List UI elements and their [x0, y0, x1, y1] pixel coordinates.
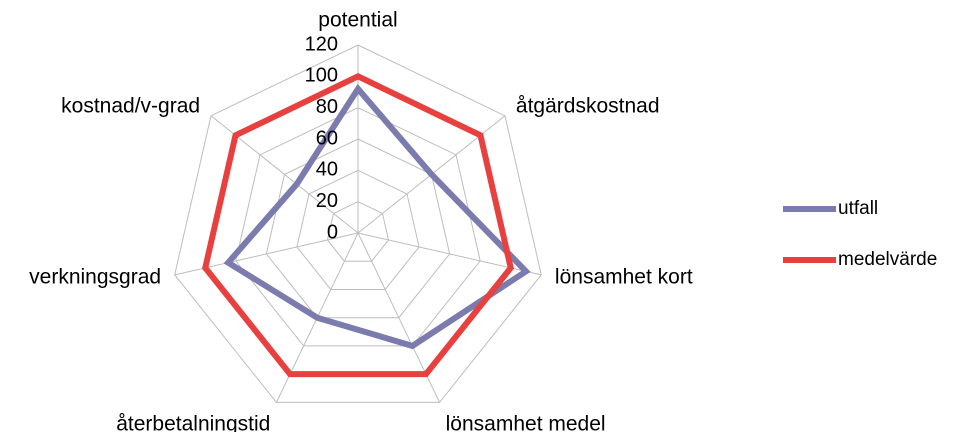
tick-label: 100: [305, 65, 338, 87]
series-line: [223, 83, 531, 350]
tick-label: 0: [327, 221, 338, 243]
category-label: verkningsgrad: [29, 265, 161, 288]
legend-label: medelvärde: [838, 249, 937, 270]
grid-ring: [296, 169, 420, 290]
legend-label: utfall: [838, 198, 878, 219]
category-label: återbetalningstid: [116, 413, 270, 432]
tick-label: 80: [316, 96, 338, 118]
grid-ring: [265, 138, 451, 319]
series-line: [202, 73, 514, 378]
grid-ring: [326, 201, 390, 262]
category-label: lönsamhet kort: [555, 265, 693, 288]
grid-ring: [235, 107, 481, 347]
category-label: potential: [318, 9, 397, 32]
grid-ring: [174, 44, 542, 403]
tick-label: 120: [305, 33, 338, 55]
category-label: lönsamhet medel: [446, 413, 606, 432]
category-label: åtgärdskostnad: [516, 95, 660, 118]
tick-label: 40: [316, 159, 338, 181]
tick-label: 60: [316, 127, 338, 149]
tick-label: 20: [316, 190, 338, 212]
category-label: kostnad/v-grad: [61, 95, 200, 118]
